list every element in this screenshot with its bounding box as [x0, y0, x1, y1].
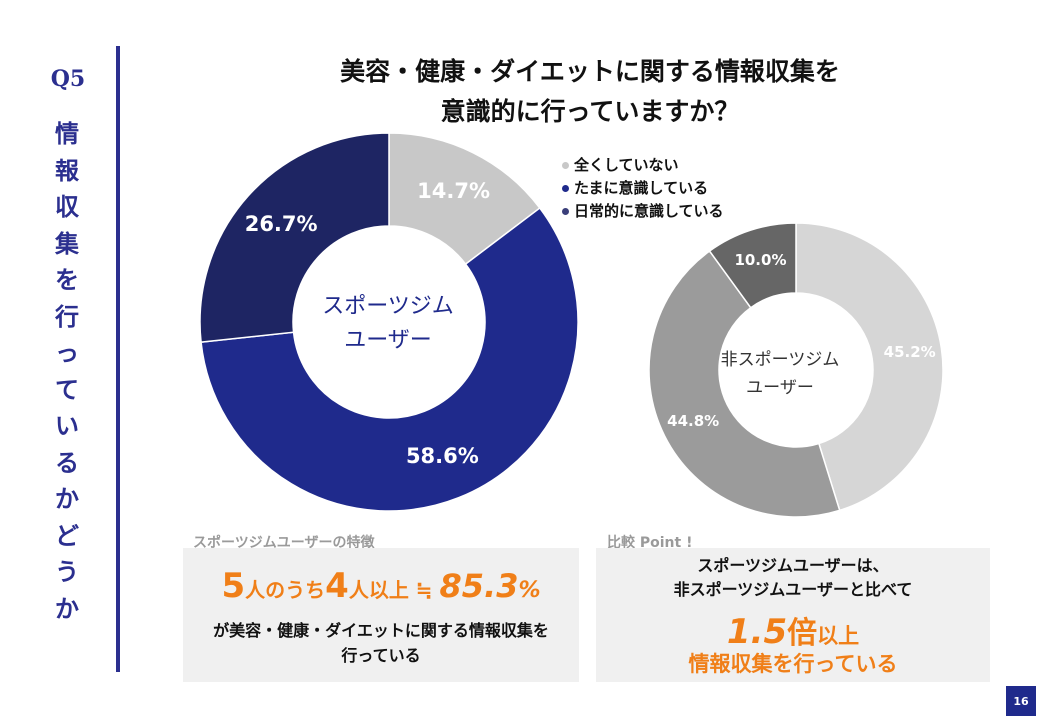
donut2-slice: [708, 222, 797, 309]
legend-label-sometimes: たまに意識している: [574, 179, 709, 197]
stat-total-text: 人のうち: [245, 578, 326, 602]
right-comparison-box: [596, 548, 990, 682]
ratio-subtext: 情報収集を行っている: [688, 652, 898, 676]
right-desc-line-1: スポーツジムユーザーは、: [697, 556, 889, 575]
donut1-center-line-1: スポーツジム: [322, 294, 454, 319]
donut2-data-label: 10.0%: [734, 251, 786, 269]
question-vertical-text: 情報収集を行っているかどうか: [49, 116, 85, 627]
donut2-slice: [795, 222, 944, 512]
question-char: か: [55, 485, 79, 513]
donut2-data-label: 44.8%: [667, 412, 719, 430]
stat-percent-sign: %: [518, 578, 541, 603]
donut1-center-line-2: ユーザー: [344, 328, 432, 353]
divider-line: [116, 46, 120, 672]
title-line-1: 美容・健康・ダイエットに関する情報収集を: [340, 57, 840, 86]
donut2-data-label: 45.2%: [884, 343, 936, 361]
question-char: 情: [55, 120, 79, 148]
donut1-slice: [200, 206, 579, 512]
legend-label-daily: 日常的に意識している: [574, 202, 724, 220]
right-description: スポーツジムユーザーは、 非スポーツジムユーザーと比べて: [596, 554, 990, 602]
ratio-unit: 倍: [787, 616, 818, 651]
question-char: を: [55, 266, 79, 294]
donut2-center-label: 非スポーツジム ユーザー: [718, 346, 842, 402]
donut1-data-label: 26.7%: [245, 212, 318, 236]
legend-item-none: 全くしていない: [562, 154, 724, 177]
legend-label-none: 全くしていない: [574, 156, 679, 174]
donut1-slice: [199, 132, 390, 343]
question-char: っ: [55, 339, 79, 367]
chart-title: 美容・健康・ダイエットに関する情報収集を 意識的に行っていますか？: [270, 52, 910, 132]
donut1-center-label: スポーツジム ユーザー: [300, 290, 476, 358]
legend-item-daily: 日常的に意識している: [562, 200, 724, 223]
right-box-caption: 比較 Point !: [607, 535, 693, 551]
right-desc-line-2: 非スポーツジムユーザーと比べて: [673, 580, 913, 599]
donut2-center-line-1: 非スポーツジム: [720, 350, 840, 370]
donut1-data-label: 14.7%: [417, 179, 490, 203]
question-char: 行: [55, 302, 79, 331]
legend-dot-sometimes: [562, 185, 569, 192]
left-desc-line-1: が美容・健康・ダイエットに関する情報収集を: [213, 621, 549, 640]
donut2-center-line-2: ユーザー: [746, 378, 814, 398]
left-stat-line: 5人のうち4人以上 ≒ 85.3%: [183, 566, 579, 606]
ratio-number: 1.5: [726, 612, 788, 652]
left-desc-line-2: 行っている: [341, 646, 421, 665]
left-description: が美容・健康・ダイエットに関する情報収集を 行っている: [183, 618, 579, 668]
legend: 全くしていない たまに意識している 日常的に意識している: [562, 154, 724, 223]
question-char: る: [55, 448, 79, 477]
question-char: う: [55, 558, 79, 586]
donut1-slice: [388, 132, 541, 266]
title-line-2: 意識的に行っていますか？: [440, 97, 740, 126]
stat-total: 5: [221, 566, 246, 606]
ratio-above: 以上: [817, 624, 860, 648]
stat-percent: 85.3: [439, 567, 519, 605]
donut1-data-label: 58.6%: [406, 444, 479, 468]
page-number: 16: [1006, 686, 1036, 716]
question-char: ど: [55, 521, 79, 550]
ratio-line: 1.5倍以上: [596, 608, 990, 652]
question-number: Q5: [50, 66, 86, 92]
stat-count-text: 人以上 ≒: [348, 578, 440, 602]
question-char: て: [55, 375, 79, 404]
stat-count: 4: [325, 566, 349, 606]
question-char: 報: [55, 156, 79, 185]
question-char: い: [55, 412, 79, 440]
left-box-caption: スポーツジムユーザーの特徴: [193, 535, 375, 551]
question-char: 収: [55, 193, 79, 221]
legend-dot-daily: [562, 208, 569, 215]
donut2-slice: [648, 250, 841, 518]
question-char: か: [55, 594, 79, 623]
question-char: 集: [55, 229, 79, 258]
legend-item-sometimes: たまに意識している: [562, 177, 724, 200]
left-summary-box: [183, 548, 579, 682]
legend-dot-none: [562, 162, 569, 169]
